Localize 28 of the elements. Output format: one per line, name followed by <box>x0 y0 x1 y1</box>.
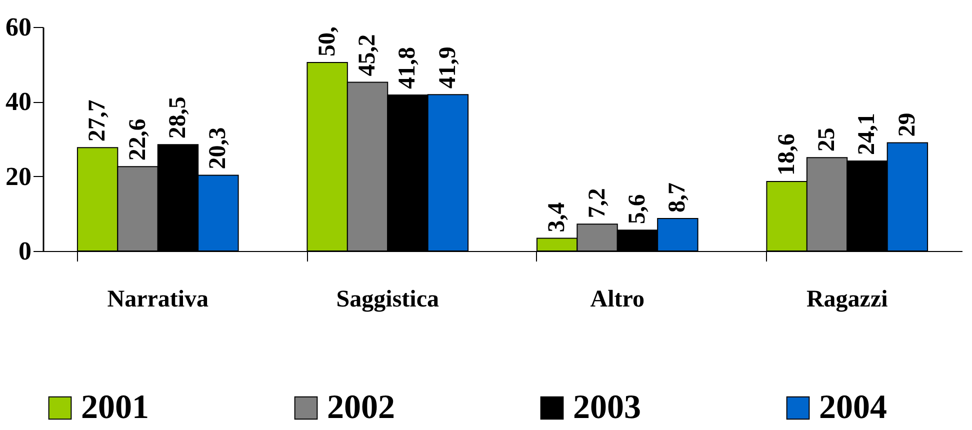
data-label: 45,2 <box>354 34 381 76</box>
x-tick-label: Saggistica <box>336 286 439 312</box>
data-label: 24,1 <box>854 113 880 156</box>
x-tick-label: Ragazzi <box>806 286 888 312</box>
data-label: 25 <box>814 128 840 152</box>
data-label: 29 <box>894 112 920 137</box>
y-tick-label: 60 <box>6 12 32 42</box>
data-label: 50, <box>314 26 340 56</box>
data-label: 5,6 <box>624 194 650 224</box>
data-label: 18,6 <box>774 134 800 176</box>
data-label: 20,3 <box>205 127 232 170</box>
data-label: 41,9 <box>434 46 461 89</box>
data-label: 8,7 <box>664 182 691 213</box>
data-label: 28,5 <box>164 96 191 139</box>
legend-label: 2001 <box>81 389 149 426</box>
x-tick-label: Altro <box>590 286 644 312</box>
data-label: 27,7 <box>84 100 111 142</box>
data-label: 7,2 <box>584 188 610 218</box>
legend-label: 2003 <box>573 389 641 426</box>
legend-label: 2004 <box>819 389 887 426</box>
y-tick-label: 0 <box>18 236 32 266</box>
data-label: 3,4 <box>544 202 570 232</box>
y-tick-label: 40 <box>6 87 32 116</box>
legend-label: 2002 <box>327 389 395 426</box>
x-tick-label: Narrativa <box>107 286 209 312</box>
y-tick-label: 20 <box>6 162 32 191</box>
data-label: 22,6 <box>124 118 151 161</box>
data-label: 41,8 <box>394 46 421 89</box>
